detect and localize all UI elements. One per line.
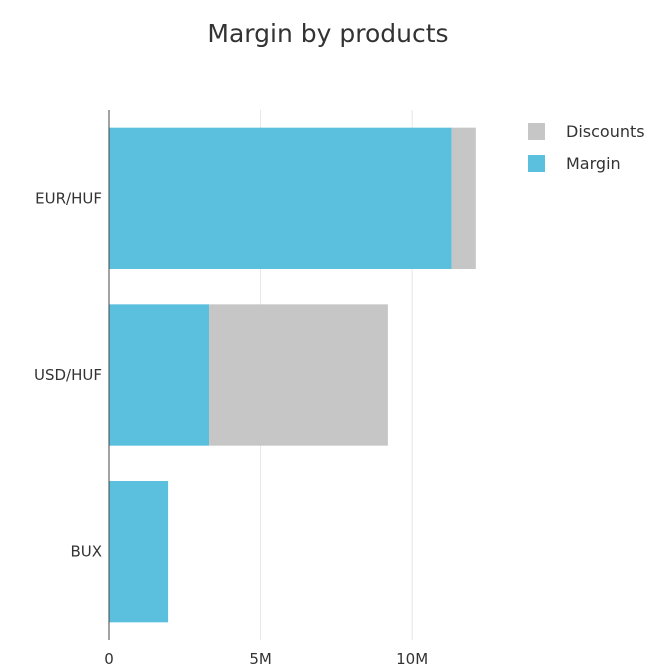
legend-swatch-discounts	[528, 123, 545, 140]
y-axis-tick-labels: EUR/HUF USD/HUF BUX	[34, 189, 102, 560]
bar-margin-eur-huf[interactable]	[109, 127, 452, 270]
bar-margin-usd-huf[interactable]	[109, 304, 210, 446]
x-tick-label: 0	[104, 650, 114, 668]
legend-item-margin[interactable]: Margin	[528, 154, 621, 173]
legend-item-discounts[interactable]: Discounts	[528, 122, 645, 141]
bars	[109, 127, 476, 623]
y-tick-label: BUX	[70, 543, 102, 561]
legend[interactable]: Discounts Margin	[528, 122, 645, 173]
legend-label: Discounts	[566, 122, 645, 141]
legend-label: Margin	[566, 154, 621, 173]
x-tick-label: 10M	[396, 650, 428, 668]
legend-swatch-margin	[528, 155, 545, 172]
chart-title: Margin by products	[207, 19, 448, 48]
bar-discounts-usd-huf[interactable]	[209, 304, 388, 446]
bar-discounts-eur-huf[interactable]	[451, 127, 476, 270]
y-tick-label: EUR/HUF	[35, 189, 102, 207]
x-axis-tick-labels: 0 5M 10M	[104, 650, 428, 668]
y-tick-label: USD/HUF	[34, 366, 102, 384]
x-tick-label: 5M	[249, 650, 272, 668]
bar-margin-bux[interactable]	[109, 481, 169, 623]
